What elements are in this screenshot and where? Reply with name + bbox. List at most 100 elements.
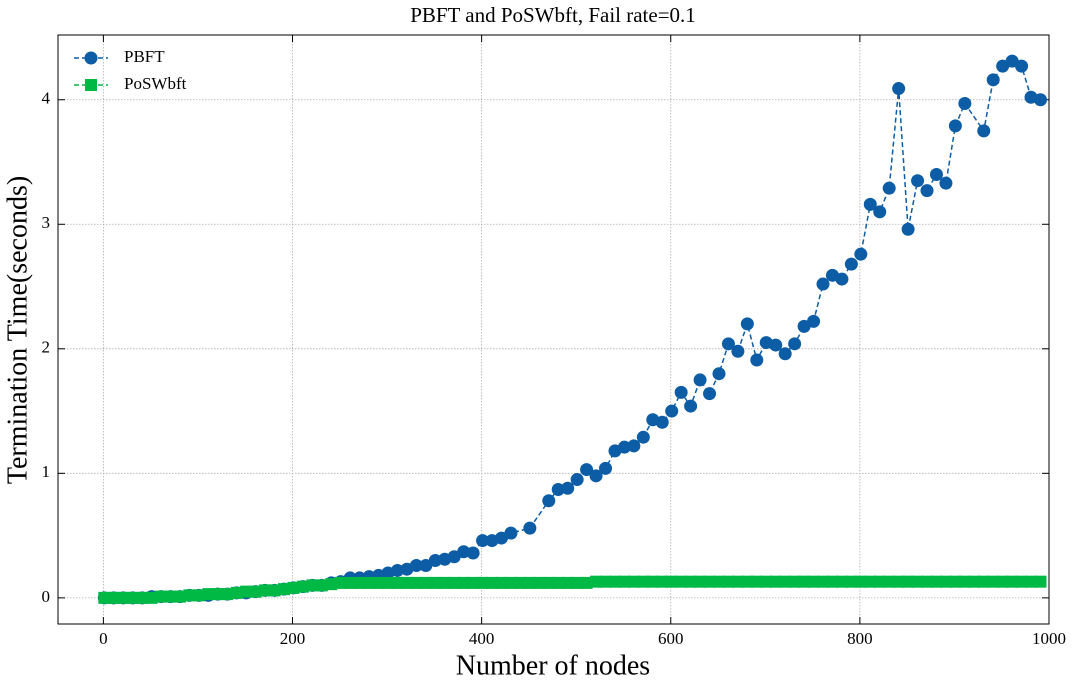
marker — [353, 576, 366, 589]
marker — [1006, 575, 1019, 588]
marker — [183, 589, 196, 602]
marker — [599, 575, 612, 588]
marker — [864, 575, 877, 588]
marker — [259, 584, 272, 597]
marker — [580, 576, 593, 589]
x-axis-label: Number of nodes — [456, 650, 650, 681]
marker — [986, 73, 1000, 87]
marker — [911, 174, 925, 188]
series-line — [104, 60, 1041, 599]
marker — [476, 534, 490, 548]
marker — [693, 373, 707, 387]
marker — [637, 575, 650, 588]
x-tick-label: 400 — [469, 629, 495, 648]
y-tick-label: 4 — [42, 89, 51, 108]
marker — [542, 494, 556, 508]
marker — [920, 184, 934, 198]
marker — [721, 337, 735, 351]
marker — [703, 575, 716, 588]
marker — [117, 591, 130, 604]
marker — [883, 575, 896, 588]
marker — [977, 575, 990, 588]
marker — [98, 591, 111, 604]
y-tick-label: 2 — [42, 338, 51, 357]
marker — [977, 124, 991, 138]
marker — [816, 277, 830, 291]
x-tick-label: 600 — [658, 629, 684, 648]
marker — [589, 469, 603, 483]
marker — [873, 205, 887, 219]
marker — [646, 575, 659, 588]
marker — [249, 585, 262, 598]
marker — [278, 583, 291, 596]
marker — [457, 576, 470, 589]
marker — [495, 576, 508, 589]
marker — [268, 584, 281, 597]
plot-frame — [57, 34, 1050, 625]
marker — [684, 575, 697, 588]
marker — [419, 576, 432, 589]
marker — [136, 591, 149, 604]
marker — [533, 576, 546, 589]
marker — [929, 167, 943, 181]
marker — [608, 575, 621, 588]
marker — [703, 387, 717, 401]
marker — [344, 576, 357, 589]
marker — [958, 575, 971, 588]
marker — [1025, 575, 1038, 588]
marker — [712, 367, 726, 381]
marker — [636, 430, 650, 444]
marker — [675, 575, 688, 588]
marker — [466, 546, 480, 560]
marker — [722, 575, 735, 588]
marker — [760, 575, 773, 588]
marker — [580, 463, 594, 477]
marker — [390, 563, 404, 577]
marker — [542, 576, 555, 589]
marker — [409, 558, 423, 572]
marker — [476, 576, 489, 589]
marker — [126, 591, 139, 604]
marker — [552, 576, 565, 589]
marker — [750, 353, 764, 367]
marker — [599, 461, 613, 475]
marker — [712, 575, 725, 588]
marker — [523, 576, 536, 589]
marker — [996, 575, 1009, 588]
marker — [949, 575, 962, 588]
marker — [315, 579, 328, 592]
marker — [892, 82, 906, 96]
marker — [504, 526, 518, 540]
marker — [684, 399, 698, 413]
marker — [287, 581, 300, 594]
marker — [854, 575, 867, 588]
marker — [741, 575, 754, 588]
marker — [921, 575, 934, 588]
marker — [334, 576, 347, 589]
marker — [911, 575, 924, 588]
marker — [372, 576, 385, 589]
marker — [107, 591, 120, 604]
marker — [807, 314, 821, 328]
marker — [240, 585, 253, 598]
marker — [807, 575, 820, 588]
x-tick-label: 200 — [280, 629, 306, 648]
marker — [551, 483, 565, 497]
marker — [382, 576, 395, 589]
marker — [665, 404, 679, 418]
marker — [854, 247, 868, 261]
marker — [750, 575, 763, 588]
marker — [325, 578, 338, 591]
marker — [306, 579, 319, 592]
marker — [769, 575, 782, 588]
marker — [202, 588, 215, 601]
plot-area — [97, 54, 1047, 605]
marker — [211, 588, 224, 601]
marker — [1015, 59, 1029, 73]
marker — [778, 347, 792, 361]
marker — [391, 576, 404, 589]
marker — [902, 575, 915, 588]
marker — [164, 590, 177, 603]
x-tick-label: 1000 — [1032, 629, 1066, 648]
marker — [428, 553, 442, 567]
